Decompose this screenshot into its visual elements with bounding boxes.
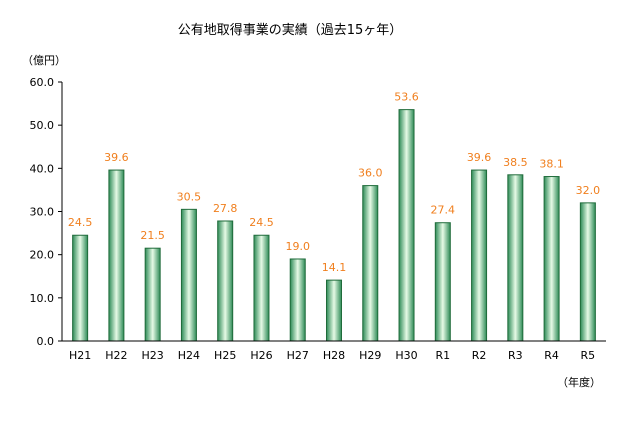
y-tick-label: 0.0 — [37, 335, 55, 348]
x-category-label: H22 — [105, 349, 127, 362]
bar — [543, 176, 560, 342]
bars — [72, 109, 596, 342]
x-category-label: R4 — [544, 349, 559, 362]
x-category-label: H27 — [287, 349, 309, 362]
x-category-label: H23 — [142, 349, 164, 362]
x-category-label: R1 — [435, 349, 450, 362]
data-label: 36.0 — [358, 167, 383, 180]
x-category-label: R2 — [472, 349, 487, 362]
data-label: 53.6 — [394, 91, 419, 104]
bar — [180, 208, 197, 342]
x-category-label: H24 — [178, 349, 200, 362]
data-label: 38.5 — [503, 156, 528, 169]
x-category-label: R5 — [581, 349, 596, 362]
bar — [144, 247, 161, 342]
bar — [72, 234, 89, 342]
data-label: 30.5 — [177, 190, 202, 203]
bar — [362, 185, 379, 342]
data-label: 32.0 — [576, 184, 601, 197]
x-category-label: H28 — [323, 349, 345, 362]
data-label: 24.5 — [68, 216, 93, 229]
x-category-label: H21 — [69, 349, 91, 362]
bar — [434, 222, 451, 342]
data-label: 24.5 — [249, 216, 274, 229]
x-axis-categories: H21 H22 H23 H24 H25 H26 H27 H28 H29 H30 R1 R2 R3 R4 R5 — [69, 349, 595, 362]
data-labels: 24.5 39.6 21.5 30.5 27.8 24.5 19.0 14.1 36.0 53.6… — [68, 91, 600, 275]
y-unit-label: （億円） — [22, 54, 66, 67]
x-category-label: H26 — [250, 349, 272, 362]
bar — [398, 109, 415, 342]
bar — [579, 202, 596, 342]
data-label: 39.6 — [467, 151, 492, 164]
bar — [289, 258, 306, 342]
data-label: 19.0 — [285, 240, 310, 253]
bar — [253, 234, 270, 342]
data-label: 39.6 — [104, 151, 129, 164]
y-tick-label: 10.0 — [30, 292, 55, 305]
data-label: 21.5 — [140, 229, 165, 242]
bar — [507, 174, 524, 342]
y-tick-label: 40.0 — [30, 162, 55, 175]
chart-title: 公有地取得事業の実績（過去15ヶ年） — [178, 22, 403, 38]
bar — [108, 169, 125, 342]
x-category-label: R3 — [508, 349, 523, 362]
bar — [326, 279, 342, 342]
x-unit-label: （年度） — [557, 375, 601, 389]
x-category-label: H30 — [395, 349, 417, 362]
data-label: 27.4 — [431, 204, 456, 217]
y-tick-label: 20.0 — [30, 249, 55, 262]
y-tick-label: 60.0 — [30, 76, 55, 89]
y-tick-label: 30.0 — [30, 206, 55, 219]
x-category-label: H25 — [214, 349, 236, 362]
y-axis-ticks: 0.0 10.0 20.0 30.0 40.0 50.0 60.0 — [30, 76, 62, 348]
x-category-label: H29 — [359, 349, 381, 362]
data-label: 27.8 — [213, 202, 238, 215]
bar — [471, 169, 488, 342]
data-label: 38.1 — [539, 158, 564, 171]
y-tick-label: 50.0 — [30, 119, 55, 132]
bar — [217, 220, 234, 342]
data-label: 14.1 — [322, 261, 347, 274]
